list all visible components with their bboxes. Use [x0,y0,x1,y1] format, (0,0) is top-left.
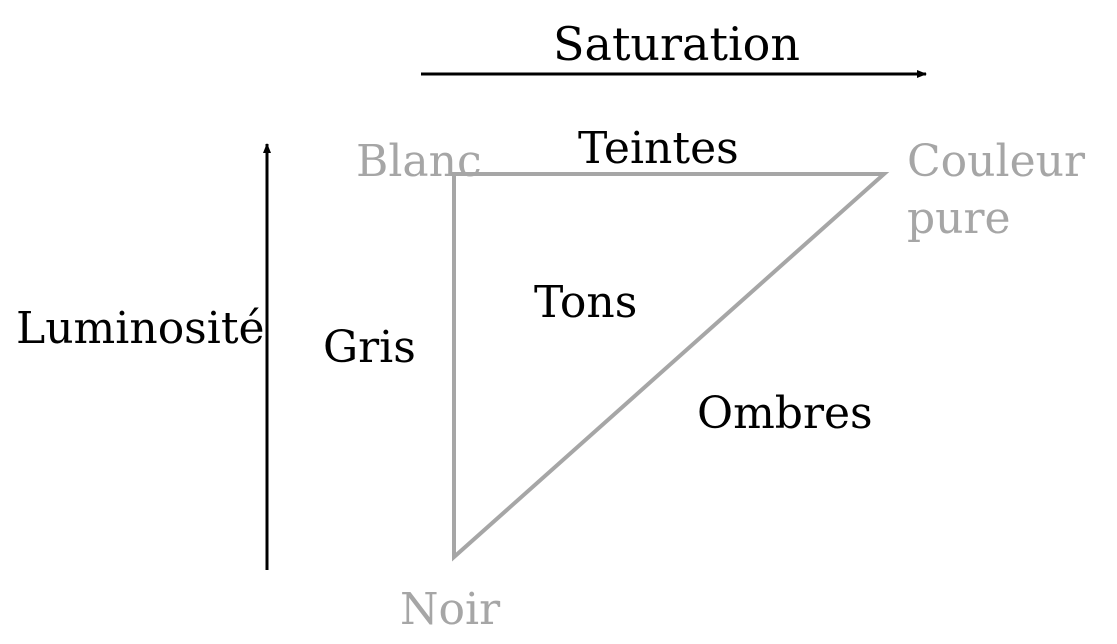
region-label-greys: Gris [323,322,416,373]
region-label-shades: Ombres [697,388,873,439]
vertex-label-white: Blanc [356,136,482,187]
saturation-axis-label: Saturation [553,17,800,71]
vertex-label-black: Noir [400,584,501,635]
vertex-label-pure-color-line1: Couleur [907,136,1085,187]
region-label-tints: Teintes [578,123,739,174]
region-label-tones: Tons [534,277,638,328]
vertex-label-pure-color-line2: pure [907,193,1011,244]
color-triangle [452,172,890,562]
luminosity-axis-label: Luminosité [16,303,265,354]
